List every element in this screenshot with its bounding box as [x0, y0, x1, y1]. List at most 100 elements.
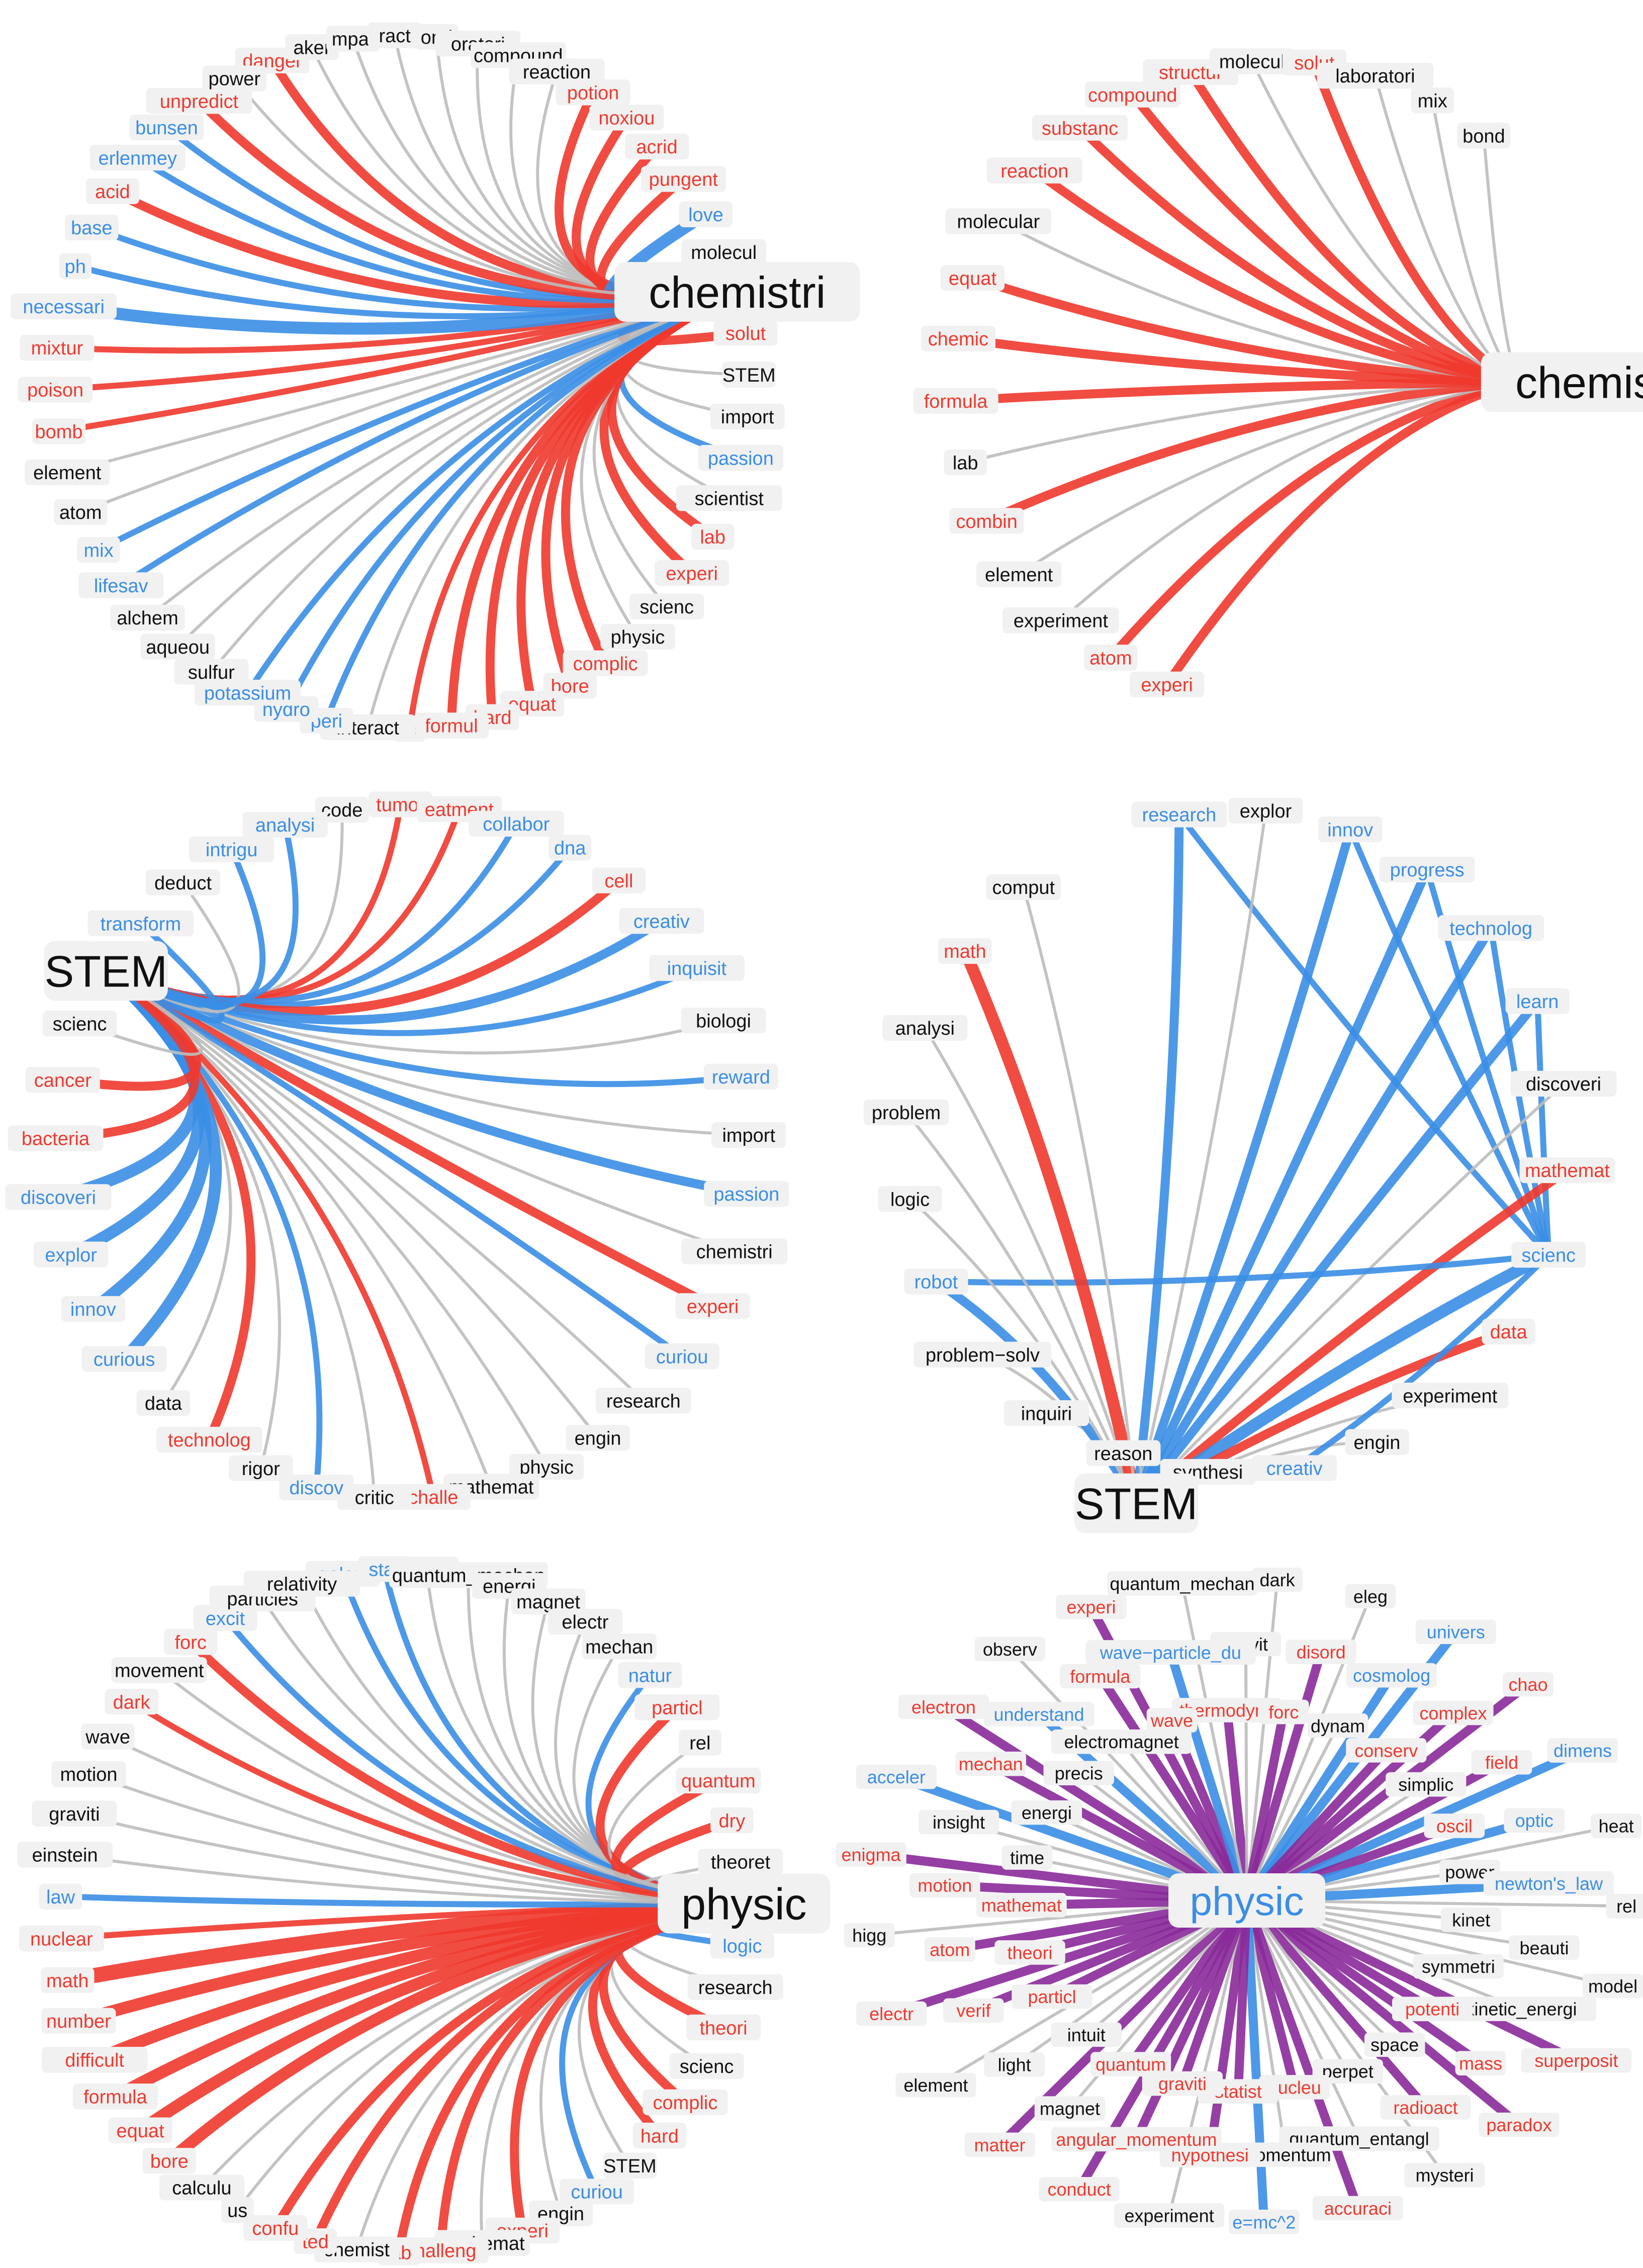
- physic-radial-node-graviti-text: graviti: [49, 1804, 100, 1825]
- stem-radial-node-analysi: analysi: [242, 811, 328, 838]
- physic-star-node-particl-bg: [1012, 1984, 1092, 2009]
- chem-radial-node-necessari-text: necessari: [23, 297, 105, 318]
- chem-fan-node-molecul-text: molecul: [1219, 52, 1285, 73]
- chem-radial-node-scienc-text: scienc: [640, 597, 694, 618]
- chem-radial-node-atom-bg: [54, 499, 108, 525]
- physic-star-node-dynam-text: dynam: [1311, 1715, 1365, 1736]
- physic-radial-node-number-bg: [41, 2008, 116, 2034]
- physic-star-node-eleg-text: eleg: [1353, 1586, 1388, 1607]
- stem-radial-node-cell-bg: [592, 867, 646, 893]
- chem-radial-node-mixtur: mixtur: [20, 334, 95, 361]
- chem-fan-node-mix-text: mix: [1418, 90, 1447, 112]
- physic-radial-node-excit-bg: [193, 1605, 257, 1631]
- stem-radial-node-scienc: scienc: [42, 1011, 117, 1037]
- physic-star-node-forc-text: forc: [1268, 1702, 1299, 1722]
- physic-star-node-mass-text: mass: [1459, 2053, 1502, 2074]
- physic-star-node-radioact: radioact: [1380, 2095, 1471, 2120]
- stem-radial-node-engin-bg: [566, 1425, 630, 1451]
- chem-fan-edge-experi: [1162, 378, 1523, 689]
- physic-star-node-energi-text: energi: [1022, 1802, 1072, 1823]
- stem-network-edge-explor: [1135, 809, 1267, 1505]
- physic-star-node-newton-s-law-bg: [1483, 1871, 1614, 1896]
- chem-radial-node-noxiou-bg: [589, 105, 664, 131]
- physic-star-node-radioact-bg: [1380, 2095, 1471, 2120]
- chem-fan-node-atom-text: atom: [1089, 648, 1132, 669]
- stem-network-node-analysi-bg: [882, 1015, 968, 1041]
- physic-radial-node-forc-bg: [163, 1629, 218, 1655]
- chem-radial-node-power: power: [202, 65, 266, 92]
- chem-fan-node-chemic-bg: [921, 325, 995, 352]
- chem-fan-node-laboratori: laboratori: [1317, 62, 1434, 89]
- stem-radial-node-collabor: collabor: [468, 810, 564, 837]
- stem-radial-node-dna: dna: [548, 835, 592, 861]
- stem-radial-node-scienc-text: scienc: [53, 1014, 107, 1035]
- chem-radial-node-mix-bg: [77, 537, 120, 563]
- chem-radial-node-import-bg: [710, 403, 785, 430]
- chem-radial-node-bomb-bg: [32, 418, 86, 444]
- stem-radial-node-import-text: import: [722, 1125, 775, 1146]
- chem-radial-node-lab: lab: [691, 523, 735, 550]
- stem-radial-center-node-bg: [44, 941, 168, 1001]
- physic-star-node-superposit-text: superposit: [1534, 2050, 1618, 2071]
- stem-network-node-reason: reason: [1086, 1440, 1161, 1466]
- physic-star-node-complex-bg: [1413, 1700, 1494, 1726]
- stem-radial-node-rigor-text: rigor: [242, 1459, 280, 1480]
- stem-network-edge-mathemat: [1132, 1165, 1572, 1508]
- physic-star-node-quantum-mechan: quantum_mechan: [1107, 1571, 1257, 1596]
- chem-radial-node-potassium: potassium: [195, 680, 301, 706]
- physic-star-node-wave-particle-du-text: wave−particle_du: [1100, 1642, 1241, 1663]
- chem-radial-node-ract-bg: [368, 22, 422, 48]
- physic-star-node-mathemat-bg: [976, 1892, 1067, 1918]
- physic-radial-center-node-text: physic: [681, 1879, 806, 1929]
- chem-radial-node-base-text: base: [71, 218, 112, 239]
- stem-radial-node-intrigu-text: intrigu: [206, 840, 258, 861]
- physic-radial-node-math: math: [41, 1967, 95, 1993]
- chem-radial-node-import-text: import: [721, 407, 774, 428]
- chem-radial-node-potassium-bg: [195, 680, 301, 706]
- stem-radial-node-scienc-bg: [42, 1011, 117, 1037]
- physic-star-node-electr-text: electr: [869, 2004, 914, 2024]
- chem-radial-node-power-text: power: [209, 69, 261, 90]
- physic-star-node-observ-bg: [974, 1637, 1046, 1662]
- chem-radial-node-noxiou: noxiou: [589, 105, 664, 131]
- chem-radial-node-reaction: reaction: [509, 58, 605, 84]
- stem-radial-node-physic-bg: [509, 1454, 584, 1480]
- physic-radial-node-nuclear-text: nuclear: [30, 1929, 93, 1950]
- chem-fan-node-atom: atom: [1084, 645, 1138, 671]
- chem-radial-node-complic: complic: [563, 650, 648, 676]
- chem-radial-node-mixtur-text: mixtur: [31, 338, 83, 359]
- physic-star-node-dimens: dimens: [1547, 1738, 1618, 1763]
- stem-radial-node-creativ-bg: [619, 908, 704, 934]
- physic-radial-node-dry-text: dry: [719, 1810, 746, 1832]
- physic-radial-node-complic: complic: [643, 2089, 728, 2116]
- stem-radial-node-collabor-text: collabor: [483, 814, 550, 835]
- physic-star-node-angular-momentum: angular_momentum: [1051, 2127, 1222, 2152]
- physic-star-node-dimens-bg: [1547, 1738, 1618, 1763]
- chem-fan-node-equat-bg: [940, 265, 1005, 291]
- stem-radial-node-data: data: [136, 1390, 191, 1416]
- physic-star-node-accuraci: accuraci: [1312, 2196, 1403, 2221]
- stem-radial-node-import: import: [711, 1122, 786, 1148]
- physic-radial-node-dark-bg: [105, 1689, 158, 1715]
- physic-star-center-node-text: physic: [1190, 1879, 1304, 1924]
- chem-radial-node-solut-bg: [713, 320, 778, 346]
- stem-radial-node-research-bg: [595, 1388, 691, 1414]
- stem-network-node-creativ-bg: [1252, 1455, 1337, 1481]
- stem-radial-node-research-text: research: [606, 1391, 681, 1412]
- physic-radial-node-einstein-text: einstein: [32, 1845, 98, 1866]
- physic-radial-node-relativity-text: relativity: [267, 1574, 337, 1595]
- physic-star-edge-disord: [1242, 1647, 1326, 1905]
- chem-radial-node-scienc-bg: [629, 593, 704, 620]
- chem-radial-node-aker: aker: [285, 34, 339, 60]
- physic-star-node-perpet: perpet: [1312, 2059, 1383, 2084]
- chem-radial-node-ract-text: ract: [379, 26, 411, 47]
- physic-star-node-chao: chao: [1503, 1672, 1554, 1697]
- stem-radial-node-innov-bg: [61, 1296, 126, 1322]
- chem-radial-node-experi-text: experi: [666, 563, 718, 584]
- physic-star-node-particl-text: particl: [1028, 1986, 1076, 2007]
- stem-network-node-innov: innov: [1318, 817, 1383, 843]
- physic-star-node-electron-bg: [898, 1694, 989, 1719]
- chem-radial-node-ph-bg: [59, 253, 92, 279]
- chem-radial-center-node-text: chemistri: [649, 267, 826, 317]
- physic-radial-node-natur-bg: [618, 1662, 682, 1688]
